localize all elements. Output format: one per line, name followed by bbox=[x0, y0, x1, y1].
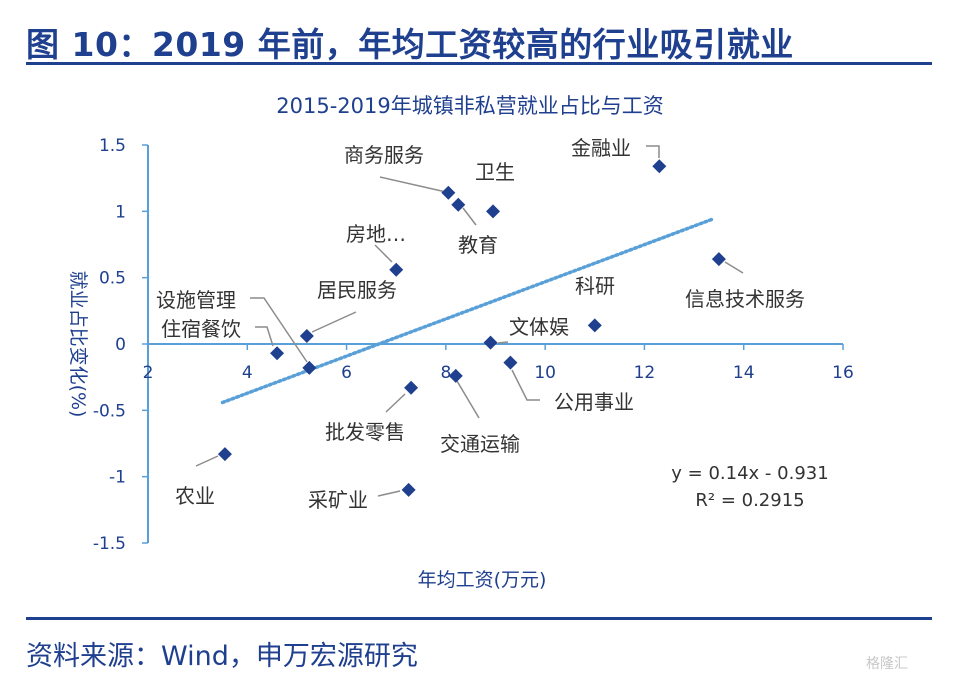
chart-title: 2015-2019年城镇非私营就业占比与工资 bbox=[276, 94, 663, 118]
point-label: 信息技术服务 bbox=[685, 287, 805, 311]
x-tick-label: 12 bbox=[634, 363, 656, 383]
point-label: 商务服务 bbox=[344, 143, 424, 167]
axes: 1.5 1 0.5 0 -0.5 -1 -1.5 2 4 6 8 10 12 14 16 bbox=[93, 136, 854, 554]
y-tick-label: 0 bbox=[115, 335, 126, 355]
point-label: 批发零售 bbox=[325, 420, 405, 444]
x-tick-label: 6 bbox=[341, 363, 352, 383]
data-point bbox=[401, 482, 416, 497]
point-label: 教育 bbox=[458, 233, 498, 257]
point-label: 交通运输 bbox=[440, 432, 520, 456]
point-label: 房地… bbox=[346, 222, 406, 246]
point-label: 设施管理 bbox=[156, 288, 236, 312]
leader-line bbox=[377, 490, 401, 497]
y-tick-label: 1 bbox=[115, 202, 126, 222]
source-note: 资料来源：Wind，申万宏源研究 bbox=[26, 641, 418, 672]
data-point bbox=[587, 318, 602, 333]
figure-title: 图 10：2019 年前，年均工资较高的行业吸引就业 bbox=[26, 25, 794, 64]
data-point bbox=[486, 204, 501, 219]
point-label: 农业 bbox=[175, 484, 215, 508]
x-tick-label: 10 bbox=[534, 363, 556, 383]
leader-line bbox=[379, 176, 447, 193]
watermark: 格隆汇 bbox=[866, 656, 908, 672]
leader-line bbox=[385, 393, 406, 413]
leader-line bbox=[511, 369, 540, 401]
trendline bbox=[220, 216, 716, 405]
leader-line bbox=[497, 341, 509, 344]
y-tick-label: -1 bbox=[109, 468, 126, 488]
leader-line bbox=[456, 380, 480, 419]
point-label: 卫生 bbox=[475, 160, 515, 184]
x-tick-label: 2 bbox=[143, 363, 154, 383]
x-tick-label: 16 bbox=[832, 363, 854, 383]
trendline-path bbox=[220, 216, 716, 405]
point-label: 住宿餐饮 bbox=[161, 317, 241, 341]
data-point bbox=[711, 252, 726, 267]
leader-line bbox=[462, 207, 477, 226]
x-tick-label: 4 bbox=[242, 363, 253, 383]
y-tick-label: 0.5 bbox=[99, 269, 126, 289]
point-label: 公用事业 bbox=[554, 390, 634, 414]
y-tick-label: 1.5 bbox=[99, 136, 126, 156]
point-label: 采矿业 bbox=[308, 488, 368, 512]
data-point bbox=[448, 368, 463, 383]
leader-line bbox=[724, 261, 744, 274]
y-axis-label: 就业占比变化(%) bbox=[67, 271, 89, 418]
data-point bbox=[299, 329, 314, 344]
data-point bbox=[389, 262, 404, 277]
y-tick-label: -1.5 bbox=[93, 534, 126, 554]
point-label: 文体娱 bbox=[509, 315, 569, 339]
data-point bbox=[451, 197, 466, 212]
leader-line bbox=[195, 455, 219, 467]
y-tick-label: -0.5 bbox=[93, 401, 126, 421]
leader-line bbox=[646, 145, 660, 158]
x-axis-label: 年均工资(万元) bbox=[418, 569, 547, 591]
point-label: 金融业 bbox=[571, 136, 631, 160]
data-point bbox=[302, 360, 317, 375]
x-tick-label: 8 bbox=[440, 363, 451, 383]
data-point bbox=[217, 447, 232, 462]
data-points bbox=[217, 159, 726, 497]
leader-line bbox=[250, 297, 308, 363]
data-point bbox=[441, 185, 456, 200]
data-point bbox=[270, 346, 285, 361]
trend-r-squared: R² = 0.2915 bbox=[695, 490, 804, 511]
data-point bbox=[404, 380, 419, 395]
data-point bbox=[483, 335, 498, 350]
top-rule bbox=[26, 62, 932, 65]
data-point bbox=[652, 159, 667, 174]
point-label: 居民服务 bbox=[317, 278, 397, 302]
leader-line bbox=[255, 326, 274, 347]
leader-line bbox=[311, 311, 357, 333]
point-label: 科研 bbox=[575, 274, 615, 298]
trend-equation: y = 0.14x - 0.931 bbox=[671, 463, 828, 484]
leader-lines bbox=[195, 145, 744, 497]
leader-line bbox=[374, 244, 393, 263]
x-tick-label: 14 bbox=[733, 363, 755, 383]
bottom-rule bbox=[26, 617, 932, 620]
data-point bbox=[503, 355, 518, 370]
